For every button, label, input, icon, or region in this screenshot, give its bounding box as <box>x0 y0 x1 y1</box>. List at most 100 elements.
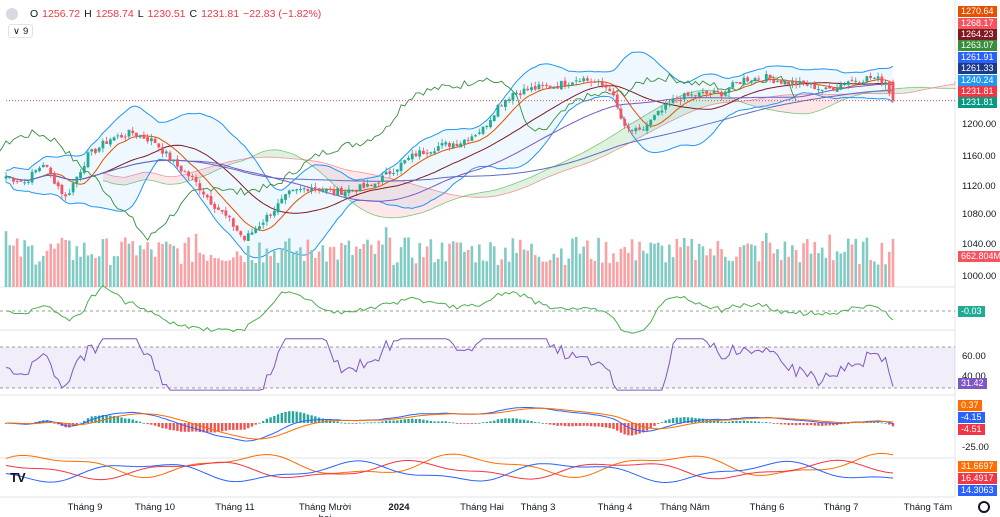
volume-bar <box>314 258 317 287</box>
volume-bar <box>75 246 79 287</box>
macd-histogram-bar <box>366 422 369 424</box>
macd-histogram-bar <box>671 418 675 423</box>
macd-histogram-bar <box>873 421 876 423</box>
candle-body <box>466 139 470 141</box>
volume-bar <box>675 238 679 287</box>
volume-bar <box>142 249 146 287</box>
candle-body <box>772 79 776 83</box>
macd-histogram-bar <box>258 422 261 424</box>
macd-histogram-bar <box>470 423 474 424</box>
volume-bar <box>418 242 421 287</box>
candle-body <box>708 93 712 95</box>
candle-body <box>384 171 388 175</box>
volume-bar <box>489 242 492 287</box>
volume-bar <box>832 260 835 287</box>
high-label: H <box>84 8 92 20</box>
candle-body <box>530 87 533 91</box>
candle-body <box>325 188 328 192</box>
volume-bar <box>30 245 34 287</box>
candle-body <box>686 92 690 96</box>
price-axis-label: 1080.00 <box>962 209 997 220</box>
macd-histogram-bar <box>116 416 120 423</box>
macd-histogram-bar <box>194 423 198 432</box>
candle-body <box>213 203 217 209</box>
close-value: 1231.81 <box>201 8 240 20</box>
volume-bar <box>548 259 552 287</box>
candle-body <box>101 140 105 149</box>
macd-histogram-bar <box>79 422 82 424</box>
bollinger-lower <box>5 92 894 259</box>
macd-histogram-bar <box>515 418 518 423</box>
volume-bar <box>887 251 891 287</box>
volume-bar <box>586 240 589 287</box>
macd-histogram-bar <box>34 421 38 423</box>
volume-bar <box>232 257 235 287</box>
candle-body <box>205 194 209 198</box>
candle-body <box>675 98 679 100</box>
volume-bar <box>433 262 436 287</box>
volume-bar <box>753 245 757 287</box>
candle-body <box>738 82 742 85</box>
macd-histogram-bar <box>806 423 809 426</box>
candle-body <box>209 195 213 205</box>
macd-histogram-bar <box>578 423 582 427</box>
candle-body <box>183 171 187 173</box>
macd-histogram-bar <box>608 423 611 429</box>
volume-bar <box>120 241 123 287</box>
volume-bar <box>526 250 530 287</box>
candle-body <box>224 210 228 216</box>
macd-histogram-bar <box>485 421 488 423</box>
candle-body <box>19 180 23 182</box>
gear-icon[interactable] <box>978 501 990 513</box>
macd-histogram-bar <box>373 422 377 424</box>
high-value: 1258.74 <box>95 8 134 20</box>
volume-bar <box>284 241 287 287</box>
volume-bar <box>746 243 749 287</box>
macd-histogram-bar <box>317 417 321 423</box>
candle-body <box>716 90 720 92</box>
volume-bar <box>392 264 395 287</box>
macd-histogram-bar <box>466 423 470 424</box>
tradingview-logo[interactable]: TV <box>10 470 26 485</box>
macd-histogram-bar <box>642 423 645 433</box>
change-value: −22.83 (−1.82%) <box>243 8 322 20</box>
macd-histogram-bar <box>839 423 843 425</box>
macd-histogram-bar <box>772 423 775 424</box>
symbol-icon[interactable] <box>6 8 18 20</box>
volume-bar <box>317 251 321 287</box>
volume-bar <box>601 262 604 287</box>
volume-bar <box>660 245 664 287</box>
candle-body <box>34 170 38 173</box>
volume-bar <box>768 242 772 287</box>
macd-histogram-bar <box>601 423 604 427</box>
macd-histogram-bar <box>664 420 667 423</box>
low-label: L <box>137 8 144 20</box>
macd-histogram-bar <box>120 417 123 423</box>
candle-body <box>477 132 481 134</box>
candle-body <box>694 95 697 97</box>
macd-histogram-bar <box>239 423 242 430</box>
candle-body <box>291 189 295 192</box>
macd-signal-line <box>6 407 894 440</box>
volume-bar <box>474 262 477 287</box>
candle-body <box>802 80 805 84</box>
candle-body <box>884 82 887 85</box>
candle-body <box>496 104 500 117</box>
candle-body <box>660 110 664 113</box>
ichimoku-cloud-bullish <box>863 87 934 94</box>
indicators-toggle[interactable]: ∨ 9 <box>8 24 34 38</box>
macd-histogram-bar <box>802 423 805 426</box>
macd-histogram-bar <box>496 419 500 423</box>
macd-histogram-bar <box>172 423 175 431</box>
macd-histogram-bar <box>362 422 365 424</box>
volume-bar <box>764 232 768 287</box>
volume-bar <box>463 251 466 287</box>
volume-bar <box>716 240 720 287</box>
candle-body <box>835 88 839 92</box>
candle-body <box>302 188 306 190</box>
volume-bar <box>71 260 75 287</box>
macd-histogram-bar <box>347 422 351 424</box>
candle-body <box>261 222 265 225</box>
macd-histogram-bar <box>232 423 235 430</box>
